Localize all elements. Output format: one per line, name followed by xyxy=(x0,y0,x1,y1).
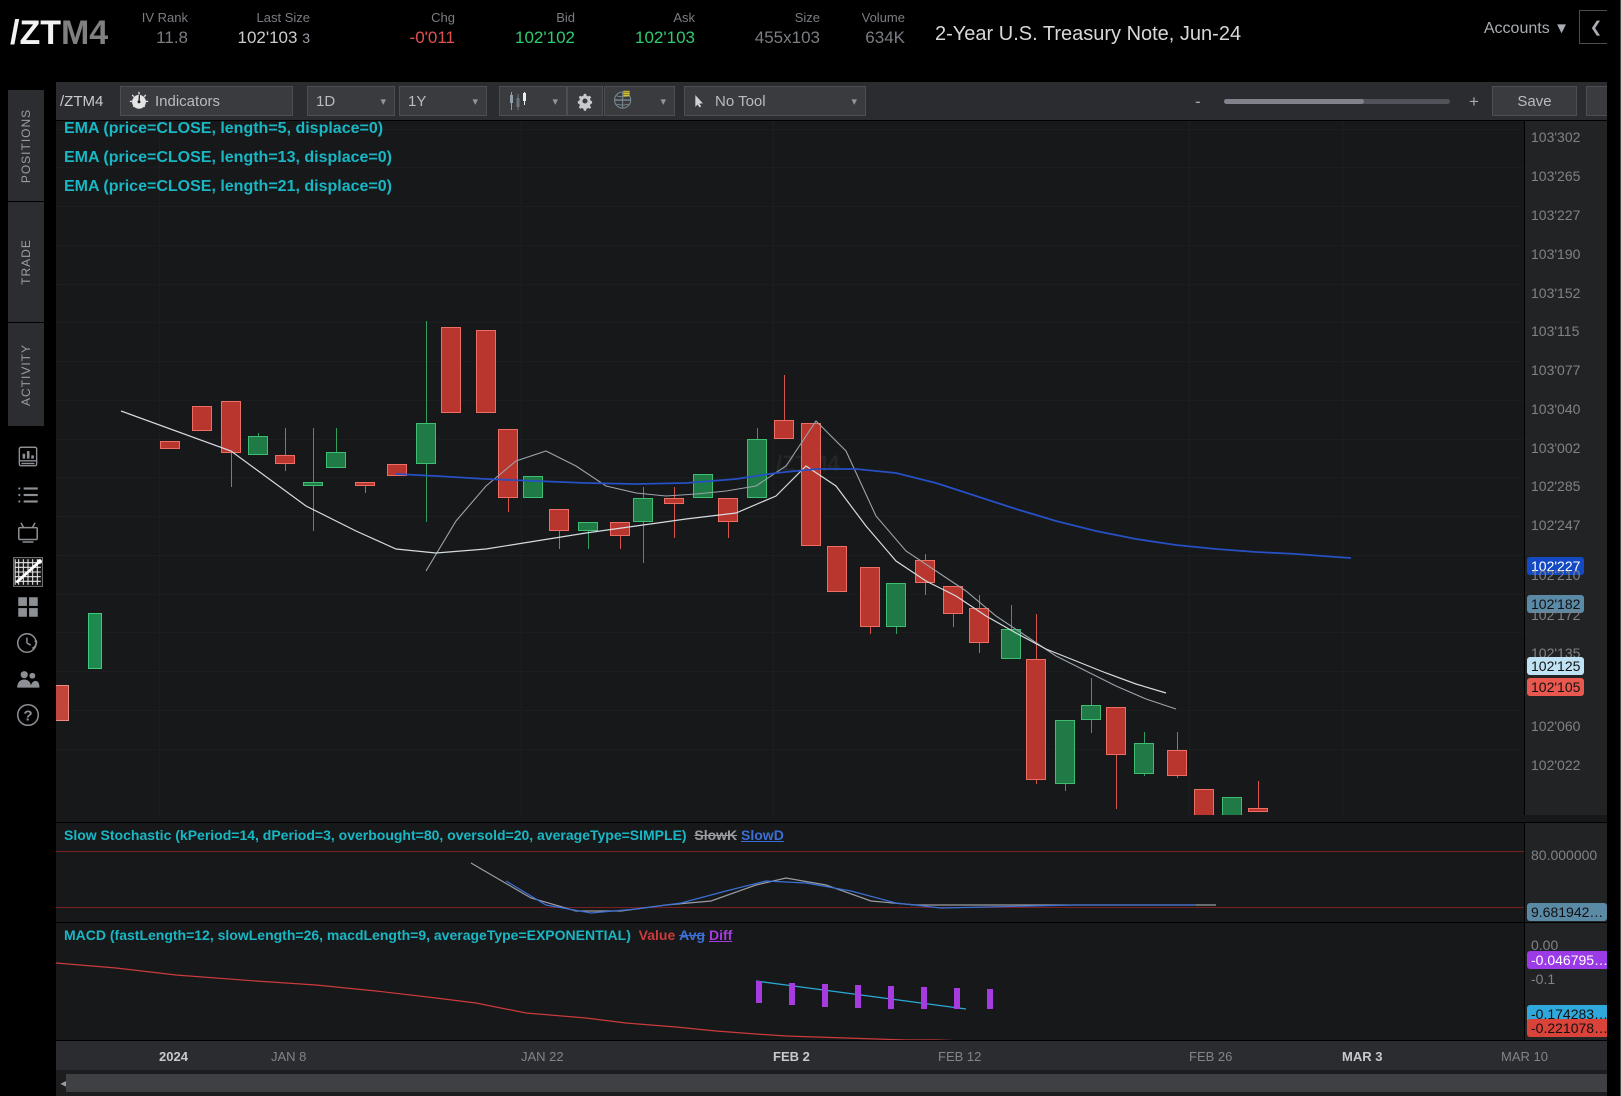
svg-text:?: ? xyxy=(23,707,32,724)
